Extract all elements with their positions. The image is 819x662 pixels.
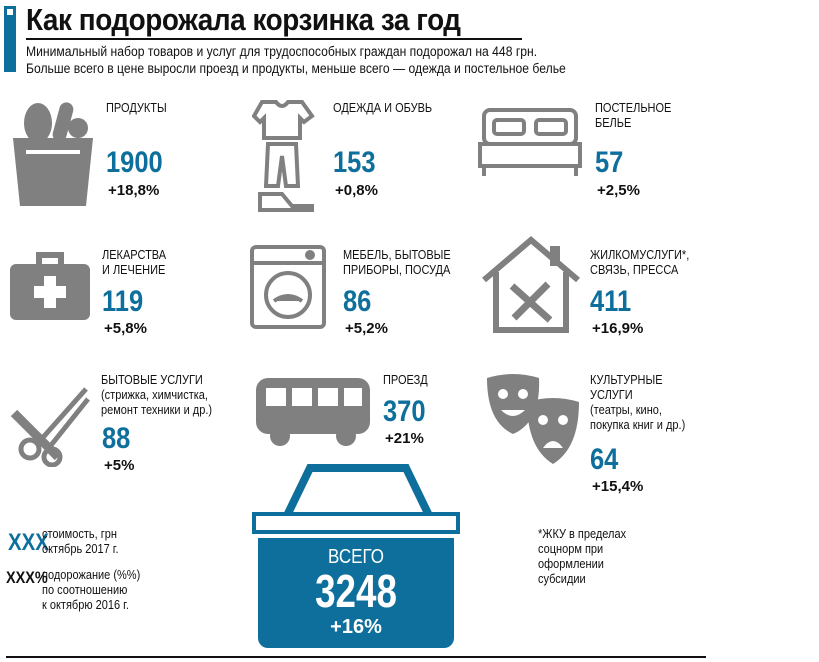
item-label: Одежда и обувь	[333, 101, 433, 115]
item-label: связь, пресса	[590, 263, 679, 277]
item-change: +2,5%	[597, 182, 640, 199]
item-label: Проезд	[383, 373, 428, 387]
item-change: +15,4%	[592, 478, 644, 495]
theater-masks-icon	[487, 374, 579, 464]
house-tools-icon	[482, 236, 580, 333]
item-transport: Проезд	[383, 373, 428, 388]
item-label: Продукты	[106, 101, 167, 115]
total-value: 3248	[315, 565, 397, 617]
item-note: (стрижка, химчистка,	[101, 388, 208, 402]
item-change: +5,8%	[104, 320, 147, 337]
item-value: 1900	[106, 146, 163, 179]
footnote-line: соцнорм при	[538, 542, 604, 556]
legend-value-desc: стоимость, грн октябрь 2017 г.	[42, 527, 119, 557]
title-divider	[26, 38, 522, 40]
item-services: Бытовые услуги (стрижка, химчистка, ремон…	[101, 373, 212, 418]
item-value: 411	[590, 285, 632, 318]
legend-text: стоимость, грн	[42, 527, 117, 541]
item-value: 119	[102, 285, 144, 318]
footnote: *ЖКУ в пределах соцнорм при оформлении субс…	[538, 527, 626, 587]
item-value: 370	[383, 395, 426, 428]
legend-text: по соотношению	[42, 583, 128, 597]
scissors-comb-icon	[10, 387, 90, 467]
item-label: и лечение	[102, 263, 166, 277]
legend-text: октябрь 2017 г.	[42, 542, 119, 556]
item-change: +16,9%	[592, 320, 644, 337]
basket-handle-icon	[276, 464, 440, 532]
washing-machine-icon	[250, 245, 326, 329]
basket-rim	[252, 512, 460, 534]
item-label: Бытовые услуги	[101, 373, 203, 387]
item-value: 153	[333, 146, 376, 179]
item-label: Мебель, бытовые	[343, 248, 451, 262]
item-change: +5,2%	[345, 320, 388, 337]
item-change: +0,8%	[335, 182, 378, 199]
item-change: +5%	[104, 457, 135, 474]
item-note: ремонт техники и др.)	[101, 403, 213, 417]
item-products: Продукты	[106, 101, 175, 116]
legend-text: подорожание (%%)	[42, 568, 141, 582]
title-accent-bar	[4, 6, 16, 72]
title-accent-square	[7, 9, 13, 15]
item-clothes: Одежда и обувь	[333, 101, 446, 116]
item-label: Культурные	[590, 373, 663, 387]
item-value: 64	[590, 443, 619, 476]
item-label: Лекарства	[102, 248, 167, 262]
item-note: покупка книг и др.)	[590, 418, 686, 432]
item-label: приборы, посуда	[343, 263, 451, 277]
subtitle-line: Больше всего в цене выросли проезд и про…	[26, 61, 566, 76]
legend-pct-desc: подорожание (%%) по соотношению к октябрю …	[42, 568, 140, 613]
first-aid-kit-icon	[10, 252, 90, 320]
item-culture: Культурные услуги (театры, кино, покупка к…	[590, 373, 685, 433]
total-change: +16%	[330, 616, 382, 638]
legend-pct-sample: ХХХ%	[6, 568, 48, 587]
total-basket: ВСЕГО 3248 +16%	[258, 538, 454, 648]
item-furniture: Мебель, бытовые приборы, посуда	[343, 248, 451, 278]
bed-icon	[478, 108, 582, 176]
item-bedding: Постельное белье	[595, 101, 671, 131]
item-label: белье	[595, 116, 632, 130]
bottom-divider	[6, 656, 706, 658]
clothes-icon	[252, 100, 315, 212]
footnote-line: оформлении	[538, 557, 604, 571]
item-value: 57	[595, 146, 624, 179]
subtitle: Минимальный набор товаров и услуг для тр…	[26, 43, 566, 77]
item-change: +21%	[385, 430, 424, 447]
item-note: (театры, кино,	[590, 403, 662, 417]
subtitle-line: Минимальный набор товаров и услуг для тр…	[26, 44, 538, 59]
item-medicine: Лекарства и лечение	[102, 248, 166, 278]
grocery-bag-icon	[13, 102, 93, 206]
item-label: Постельное	[595, 101, 672, 115]
item-value: 86	[343, 285, 372, 318]
bus-icon	[256, 378, 370, 446]
legend-value-sample: ХХХ	[8, 529, 49, 556]
item-value: 88	[102, 422, 131, 455]
item-label: Жилкомуслуги*,	[590, 248, 690, 262]
total-label: ВСЕГО	[328, 546, 384, 568]
legend-text: к октябрю 2016 г.	[42, 598, 129, 612]
footnote-line: субсидии	[538, 572, 586, 586]
item-label: услуги	[590, 388, 633, 402]
footnote-line: *ЖКУ в пределах	[538, 527, 627, 541]
page-title: Как подорожала корзинка за год	[26, 2, 461, 37]
item-change: +18,8%	[108, 182, 160, 199]
item-utilities: Жилкомуслуги*, связь, пресса	[590, 248, 689, 278]
